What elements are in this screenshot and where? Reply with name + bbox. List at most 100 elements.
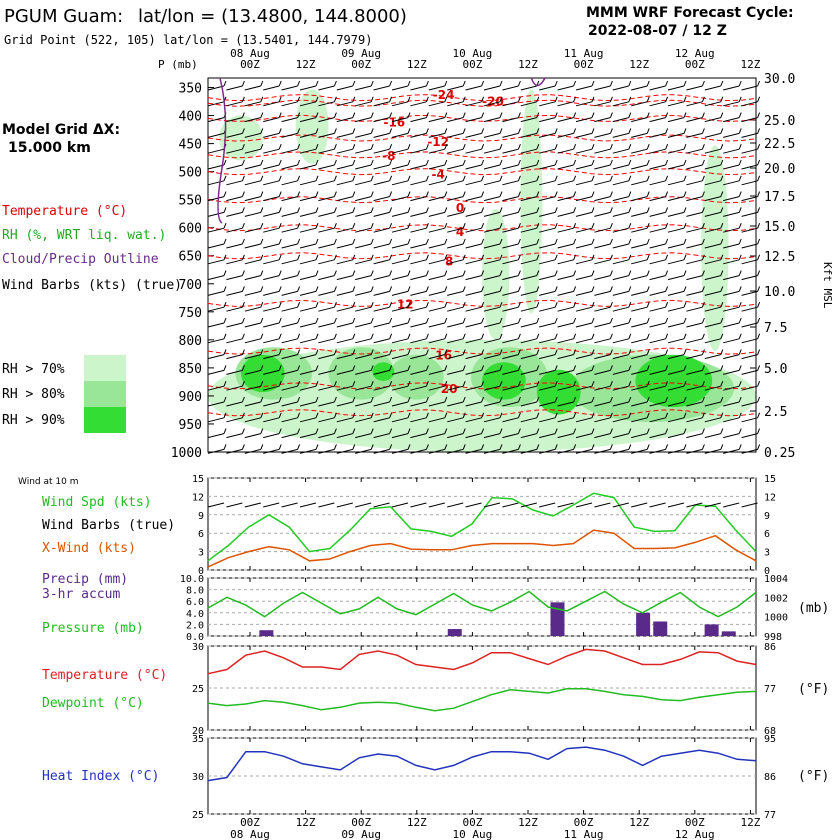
isotherm-label: -4 <box>431 167 444 181</box>
wind-barb <box>649 385 666 391</box>
wind-barb-flag <box>297 428 301 434</box>
wind-barb <box>667 132 685 138</box>
wind-barb-flag <box>536 112 540 118</box>
wind-barb-flag <box>223 254 227 260</box>
wind-barb <box>704 369 721 375</box>
wind-barb-flag <box>701 333 705 339</box>
wind-barb <box>391 275 409 281</box>
wind-barb <box>336 385 353 391</box>
wind-barb <box>207 385 225 391</box>
wind-barb-flag <box>333 317 337 324</box>
wind-barb-flag <box>683 317 687 324</box>
wind-barb-flag <box>462 412 466 418</box>
wind-barb <box>612 85 629 91</box>
wind-barb <box>281 227 298 233</box>
wind-barb <box>373 322 390 328</box>
wind-barb <box>465 259 482 265</box>
wind-barb-flag <box>444 444 448 450</box>
wind-barb <box>318 290 335 296</box>
wind-barb <box>723 433 740 439</box>
wind-barb <box>667 85 685 91</box>
wind-barb <box>336 401 353 407</box>
wind-barb-flag <box>444 317 448 324</box>
wind-barb <box>465 196 482 202</box>
wind-barb <box>723 117 740 123</box>
wind-barb <box>686 401 703 407</box>
wind-barb-flag <box>554 207 558 213</box>
wind-barb-flag <box>701 317 705 324</box>
wind-barb <box>373 196 390 202</box>
wind-barb-flag <box>665 444 669 450</box>
station-title: PGUM Guam: <box>4 6 123 27</box>
wind-barb-flag <box>370 238 374 245</box>
wind-barb <box>336 369 353 375</box>
wind-barb-flag <box>554 144 558 150</box>
wind-barb <box>539 417 556 423</box>
wind-barb-flag <box>260 365 264 371</box>
wind-barb-flag <box>646 381 650 387</box>
wind-barb-flag <box>278 412 282 418</box>
wind-barb <box>612 180 629 186</box>
wind-barb-flag <box>609 207 613 213</box>
wind-barb-flag <box>260 444 264 450</box>
wind-barb <box>704 180 721 186</box>
wind-barb-flag <box>573 96 577 102</box>
wind-barb <box>447 164 464 170</box>
wind-barb-flag <box>333 223 337 229</box>
wind-barb-flag <box>278 333 282 339</box>
wind-barb-flag <box>278 191 282 197</box>
wind-barb-flag <box>241 128 245 134</box>
wind-barb-flag <box>370 349 374 355</box>
wind-barb-flag <box>260 381 264 387</box>
wind-barb <box>612 338 629 344</box>
wind-barb-flag <box>389 112 393 118</box>
time-tick-label-top: 00Z <box>351 58 371 71</box>
wind-barb-flag <box>315 317 319 324</box>
xwind-label: X-Wind (kts) <box>42 541 136 556</box>
pressure-tick-label: 600 <box>179 222 202 237</box>
wind-barb-flag <box>683 302 687 308</box>
date-label-top: 08 Aug <box>230 47 270 60</box>
wind-barb-flag <box>407 96 411 102</box>
wind-barb <box>631 433 648 439</box>
wind-barb-flag <box>554 396 558 403</box>
wind-barb-flag <box>609 223 613 229</box>
wind-barb <box>649 211 666 217</box>
precip-bar <box>721 631 736 636</box>
wind-barb-flag <box>297 396 301 403</box>
wind-barb-flag <box>370 317 374 324</box>
wind-barb-flag <box>333 444 337 450</box>
wind-barb <box>391 85 409 91</box>
wind-barb <box>520 401 537 407</box>
wind-barb-flag <box>462 270 466 276</box>
wind-barb-flag <box>536 317 540 324</box>
wind-barb-flag <box>517 270 521 276</box>
wind-barb <box>318 132 335 138</box>
wind-barb <box>263 243 280 249</box>
wind-barb <box>539 275 556 281</box>
wind-barb <box>612 306 629 312</box>
wind-barb <box>355 243 372 249</box>
wind-barb <box>299 243 317 249</box>
wind-barb <box>299 227 317 233</box>
wind-barb-flag <box>499 444 503 450</box>
kft-tick-label: 12.5 <box>764 250 795 265</box>
wind-barb <box>557 417 574 423</box>
wind-barb-flag <box>573 333 577 339</box>
wind-barb-flag <box>223 428 227 434</box>
wind-barb-flag <box>407 412 411 418</box>
wind-barb <box>336 354 353 360</box>
wind-barb-flag <box>260 333 264 339</box>
y-tick-label: 25 <box>192 684 204 695</box>
wind-barb <box>704 117 721 123</box>
wind-barb-flag <box>370 175 374 181</box>
panel-frame <box>207 477 757 571</box>
wind-barb-flag <box>481 365 485 371</box>
wind-barb-flag <box>665 254 669 260</box>
wind-barb-flag <box>315 191 319 197</box>
wind-barb <box>483 385 501 391</box>
kft-tick-label: 25.0 <box>764 114 795 129</box>
wind-barb <box>244 117 261 123</box>
wind-barb <box>263 322 280 328</box>
wind-barb <box>391 211 409 217</box>
